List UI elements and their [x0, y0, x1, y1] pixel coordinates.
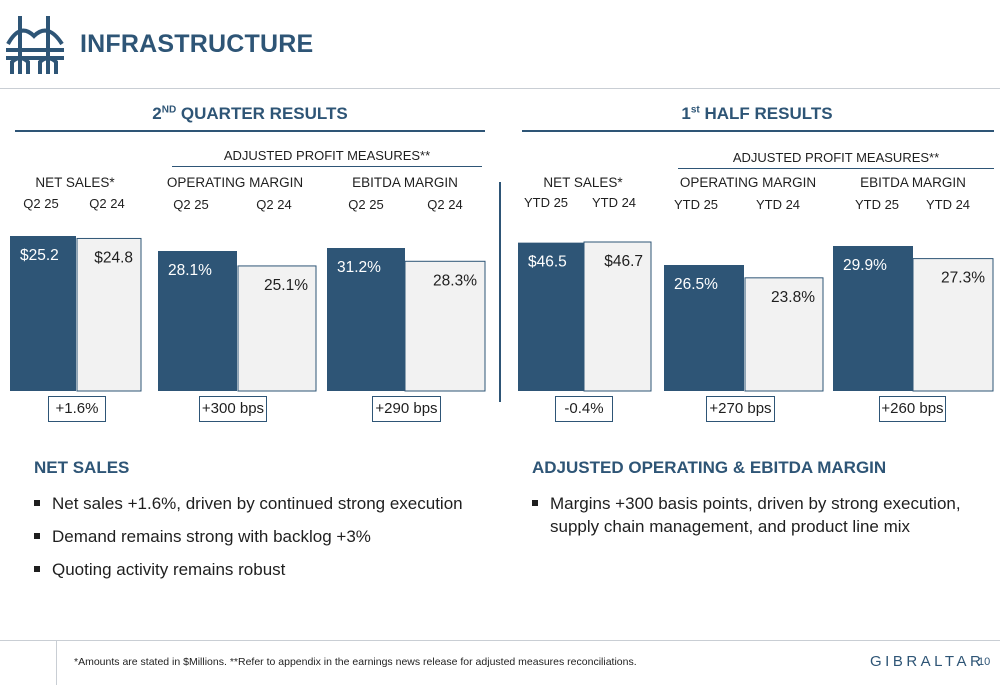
group-label: OPERATING MARGIN: [166, 175, 304, 190]
period-label: Q2 25: [348, 197, 384, 212]
bar: [912, 258, 994, 392]
bar-value-label: $46.5: [528, 254, 567, 271]
period-label: YTD 25: [854, 197, 900, 212]
bar: [76, 237, 142, 392]
bar: [833, 246, 913, 391]
period-label: Q2 25: [23, 196, 59, 211]
group-label: EBITDA MARGIN: [352, 175, 458, 190]
bar-value-label: 29.9%: [843, 257, 887, 274]
bar: [237, 265, 317, 392]
page-title: INFRASTRUCTURE: [80, 30, 314, 58]
bar-value-label: 28.3%: [433, 272, 477, 289]
period-label: Q2 24: [89, 196, 125, 211]
section-title-q2: 2ND QUARTER RESULTS: [152, 104, 348, 123]
list-item: Demand remains strong with backlog +3%: [34, 525, 484, 548]
adjusted-label-q2: ADJUSTED PROFIT MEASURES**: [223, 148, 431, 163]
bar-value-label: 26.5%: [674, 276, 718, 293]
group-label: NET SALES*: [543, 175, 623, 190]
bar: [10, 236, 76, 391]
list-item: Net sales +1.6%, driven by continued str…: [34, 492, 484, 515]
bar-value-label: $46.7: [604, 253, 643, 270]
change-badge: +270 bps: [706, 396, 775, 422]
net-sales-bullets: Net sales +1.6%, driven by continued str…: [34, 492, 484, 591]
period-label: YTD 24: [755, 197, 801, 212]
bridge-icon: [6, 16, 64, 74]
header-divider: [0, 88, 1000, 89]
change-badge: +300 bps: [199, 396, 267, 422]
brand-logo: GIBRALTAR: [870, 653, 985, 670]
bar: [583, 241, 652, 392]
period-label: YTD 25: [523, 195, 569, 210]
bar: [158, 251, 237, 391]
bar-value-label: $24.8: [94, 249, 133, 266]
footer-vertical-divider: [56, 641, 57, 685]
margins-heading: ADJUSTED OPERATING & EBITDA MARGIN: [532, 458, 887, 477]
period-label: Q2 24: [256, 197, 292, 212]
footer-divider: [0, 640, 1000, 641]
change-badge: -0.4%: [555, 396, 613, 422]
bar-value-label: 31.2%: [337, 259, 381, 276]
period-label: Q2 24: [427, 197, 463, 212]
section-divider: [499, 182, 501, 402]
period-label: YTD 25: [673, 197, 719, 212]
margins-bullets: Margins +300 basis points, driven by str…: [532, 492, 972, 548]
section-title-half: 1st HALF RESULTS: [681, 104, 833, 123]
list-item: Quoting activity remains robust: [34, 558, 484, 581]
group-label: EBITDA MARGIN: [860, 175, 966, 190]
group-label: OPERATING MARGIN: [679, 175, 817, 190]
period-label: Q2 25: [173, 197, 209, 212]
bar-value-label: 25.1%: [264, 277, 308, 294]
bar: [327, 248, 405, 391]
change-badge: +290 bps: [372, 396, 441, 422]
list-item: Margins +300 basis points, driven by str…: [532, 492, 972, 538]
change-badge: +1.6%: [48, 396, 106, 422]
page-number: 10: [978, 656, 991, 668]
bar: [664, 265, 744, 391]
bar-value-label: 23.8%: [771, 289, 815, 306]
net-sales-heading: NET SALES: [34, 458, 130, 477]
bar: [404, 260, 486, 392]
bar-value-label: $25.2: [20, 247, 59, 264]
period-label: YTD 24: [591, 195, 637, 210]
period-label: YTD 24: [925, 197, 971, 212]
adjusted-rule-q2: [172, 166, 482, 167]
adjusted-label-half: ADJUSTED PROFIT MEASURES**: [732, 150, 940, 165]
section-rule-half: [522, 130, 994, 132]
bar-value-label: 28.1%: [168, 262, 212, 279]
section-rule-q2: [15, 130, 485, 132]
group-label: NET SALES*: [35, 175, 115, 190]
bar: [518, 242, 585, 391]
bar-value-label: 27.3%: [941, 270, 985, 287]
bar: [744, 277, 824, 392]
footnote: *Amounts are stated in $Millions. **Refe…: [74, 656, 637, 668]
change-badge: +260 bps: [879, 396, 946, 422]
adjusted-rule-half: [678, 168, 994, 169]
